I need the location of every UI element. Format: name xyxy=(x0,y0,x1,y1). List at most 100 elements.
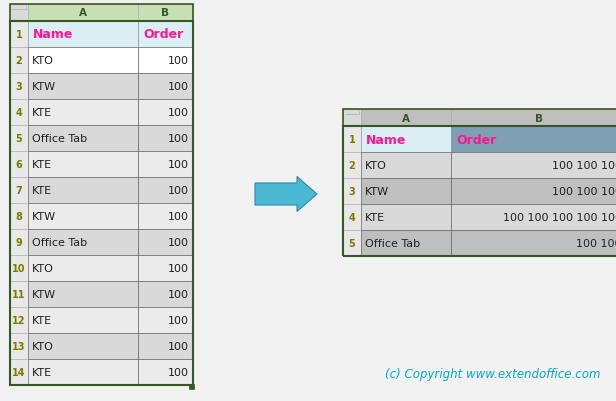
Bar xyxy=(138,359,193,385)
Text: 9: 9 xyxy=(15,237,22,247)
Bar xyxy=(361,205,451,231)
Text: 100 100: 100 100 xyxy=(577,239,616,248)
Text: 100 100 100: 100 100 100 xyxy=(552,186,616,196)
Text: 100: 100 xyxy=(168,289,189,299)
Bar xyxy=(451,205,616,231)
Bar xyxy=(10,48,28,74)
Bar xyxy=(138,152,193,178)
Bar xyxy=(28,359,138,385)
Text: 11: 11 xyxy=(12,289,26,299)
Text: 100: 100 xyxy=(168,82,189,92)
Bar xyxy=(28,48,138,74)
Text: 5: 5 xyxy=(15,134,22,144)
Text: 100: 100 xyxy=(168,367,189,377)
Text: 100: 100 xyxy=(168,108,189,118)
Text: Order: Order xyxy=(456,133,496,146)
Bar xyxy=(10,22,28,48)
Text: B: B xyxy=(535,113,543,123)
Text: 100: 100 xyxy=(168,263,189,273)
Bar xyxy=(28,203,138,229)
Bar xyxy=(28,255,138,281)
Text: B: B xyxy=(161,8,169,18)
Bar xyxy=(28,333,138,359)
Bar xyxy=(138,48,193,74)
Bar xyxy=(138,333,193,359)
Text: KTE: KTE xyxy=(32,367,52,377)
Bar xyxy=(28,74,138,100)
Text: KTE: KTE xyxy=(32,186,52,196)
Text: 10: 10 xyxy=(12,263,26,273)
Text: KTO: KTO xyxy=(365,160,387,170)
Bar xyxy=(10,152,28,178)
Bar xyxy=(138,74,193,100)
Bar xyxy=(343,110,616,256)
Bar xyxy=(10,333,28,359)
Text: KTW: KTW xyxy=(365,186,389,196)
Text: KTE: KTE xyxy=(32,160,52,170)
Text: KTW: KTW xyxy=(32,289,56,299)
Text: 100: 100 xyxy=(168,160,189,170)
Text: Office Tab: Office Tab xyxy=(32,134,87,144)
Bar xyxy=(28,178,138,203)
Bar xyxy=(138,5,193,22)
Bar xyxy=(361,153,451,178)
Bar xyxy=(451,153,616,178)
Bar xyxy=(361,110,451,127)
Bar xyxy=(451,178,616,205)
Bar xyxy=(10,255,28,281)
Text: KTE: KTE xyxy=(365,213,385,223)
Bar xyxy=(28,229,138,255)
Bar xyxy=(138,255,193,281)
Text: 2: 2 xyxy=(15,56,22,66)
Text: 100: 100 xyxy=(168,134,189,144)
Bar xyxy=(138,126,193,152)
Bar xyxy=(451,110,616,127)
Text: KTO: KTO xyxy=(32,341,54,351)
Bar xyxy=(343,110,361,127)
Text: 100 100 100: 100 100 100 xyxy=(552,160,616,170)
Text: 100: 100 xyxy=(168,56,189,66)
Bar xyxy=(10,229,28,255)
Text: 3: 3 xyxy=(349,186,355,196)
Text: KTO: KTO xyxy=(32,56,54,66)
Bar xyxy=(10,178,28,203)
Text: A: A xyxy=(402,113,410,123)
Bar xyxy=(28,100,138,126)
Bar xyxy=(343,127,361,153)
Text: 7: 7 xyxy=(15,186,22,196)
Bar xyxy=(343,178,361,205)
Bar xyxy=(28,281,138,307)
Bar xyxy=(10,5,28,22)
Text: 1: 1 xyxy=(349,135,355,145)
Text: 13: 13 xyxy=(12,341,26,351)
Bar xyxy=(10,5,193,385)
Bar xyxy=(343,127,616,256)
Text: KTO: KTO xyxy=(32,263,54,273)
Bar xyxy=(451,231,616,256)
Text: KTE: KTE xyxy=(32,315,52,325)
Bar xyxy=(28,307,138,333)
Text: Order: Order xyxy=(143,28,183,41)
Bar xyxy=(10,359,28,385)
Bar xyxy=(10,22,193,385)
Text: Name: Name xyxy=(366,133,407,146)
Bar xyxy=(138,307,193,333)
Text: 100: 100 xyxy=(168,341,189,351)
Text: Office Tab: Office Tab xyxy=(365,239,420,248)
Bar xyxy=(343,153,361,178)
FancyArrow shape xyxy=(255,177,317,212)
Bar xyxy=(10,100,28,126)
Bar xyxy=(10,281,28,307)
Bar xyxy=(28,152,138,178)
Bar xyxy=(361,231,451,256)
Bar xyxy=(138,178,193,203)
Text: 2: 2 xyxy=(349,160,355,170)
Bar xyxy=(138,229,193,255)
Text: 1: 1 xyxy=(15,30,22,40)
Text: KTW: KTW xyxy=(32,211,56,221)
Bar xyxy=(138,22,193,48)
Bar xyxy=(10,203,28,229)
Bar xyxy=(361,178,451,205)
Text: 4: 4 xyxy=(15,108,22,118)
Text: 12: 12 xyxy=(12,315,26,325)
